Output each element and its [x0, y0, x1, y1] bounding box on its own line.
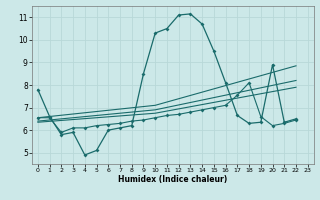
X-axis label: Humidex (Indice chaleur): Humidex (Indice chaleur) — [118, 175, 228, 184]
